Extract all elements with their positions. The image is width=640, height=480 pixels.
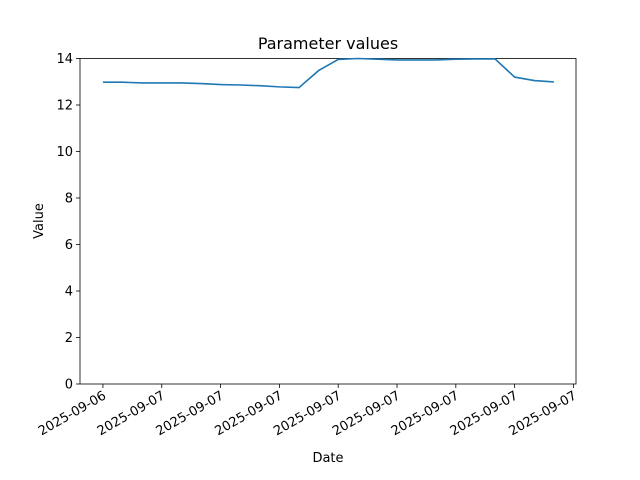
y-tick-label: 6	[65, 238, 73, 253]
plot-frame	[79, 58, 577, 385]
chart-title: Parameter values	[258, 34, 398, 53]
y-tick-label: 8	[65, 192, 73, 207]
y-tick-label: 0	[65, 378, 73, 393]
x-axis-label: Date	[312, 451, 343, 466]
y-tick-label: 12	[56, 99, 73, 114]
y-axis-label: Value	[32, 203, 47, 239]
y-tick-label: 4	[65, 285, 73, 300]
y-tick-label: 14	[56, 52, 73, 67]
y-tick-label: 2	[65, 331, 73, 346]
y-tick-label: 10	[56, 145, 73, 160]
line-series	[102, 57, 554, 89]
